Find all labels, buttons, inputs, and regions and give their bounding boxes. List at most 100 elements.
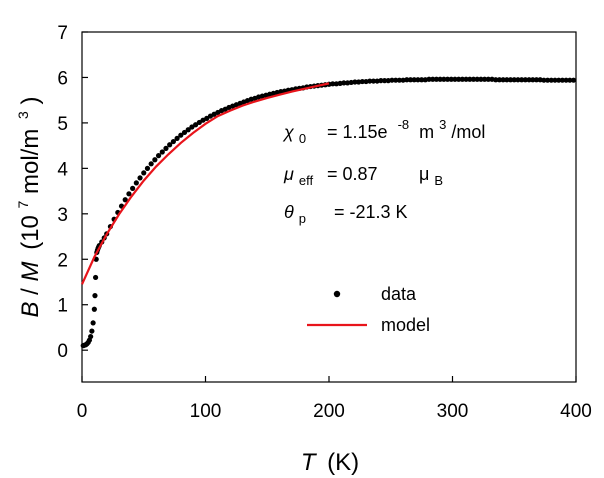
data-point	[533, 77, 540, 83]
chi-unit: m	[419, 122, 434, 142]
data-point	[474, 76, 480, 82]
data-point	[441, 76, 447, 82]
data-point	[389, 77, 395, 83]
data-point	[393, 77, 399, 83]
data-point	[122, 197, 128, 203]
data-point	[563, 77, 569, 83]
x-tick-label: 200	[313, 401, 345, 422]
data-point	[552, 77, 558, 83]
data-point	[352, 79, 358, 85]
chi-symbol: χ	[282, 122, 295, 142]
theta-value: = -21.3 K	[334, 202, 408, 222]
data-point	[90, 320, 96, 326]
data-point	[163, 145, 169, 151]
y-tick-label: 1	[57, 296, 68, 317]
data-point	[167, 142, 173, 148]
chi-annotation: χ 0 = 1.15e -8 m 3 /mol	[282, 113, 485, 147]
y-axis-unit-close: )	[17, 96, 44, 104]
data-point	[415, 77, 421, 83]
data-point	[133, 180, 139, 186]
x-axis-title: T (K)	[301, 449, 359, 476]
data-point	[130, 185, 136, 191]
data-point	[526, 77, 532, 83]
data-point	[378, 78, 384, 84]
mu-unit-sub: B	[434, 173, 443, 188]
y-tick-label: 0	[57, 341, 68, 362]
data-point	[485, 76, 491, 82]
mu-value: = 0.87	[327, 164, 378, 184]
y-axis-symbol-m: M	[17, 261, 44, 281]
data-point	[515, 77, 521, 83]
y-axis-unit-exp: 7	[15, 200, 31, 208]
data-point	[430, 76, 436, 82]
data-point	[459, 76, 465, 82]
data-point	[519, 77, 525, 83]
data-point	[155, 153, 162, 159]
x-axis-ticks: 0 100 200 300 400	[77, 376, 592, 422]
data-point	[404, 77, 410, 83]
data-point	[174, 135, 180, 141]
mu-symbol: μ	[283, 164, 294, 184]
data-point	[92, 293, 98, 299]
y-axis-unit-mid: mol/m	[17, 129, 44, 194]
data-point	[463, 76, 469, 82]
data-point	[148, 161, 154, 167]
data-point	[567, 77, 573, 83]
data-point	[141, 170, 147, 176]
data-point	[530, 77, 536, 83]
data-point	[452, 76, 458, 82]
data-point	[126, 191, 132, 197]
y-axis-slash: /	[17, 288, 44, 295]
y-tick-label: 5	[57, 114, 68, 135]
data-point	[91, 306, 97, 312]
y-axis-title: B / M (10 7 mol/m 3 )	[7, 96, 44, 317]
data-point	[359, 78, 365, 85]
x-tick-label: 400	[560, 401, 592, 422]
data-point	[500, 77, 506, 83]
data-point	[482, 76, 488, 82]
data-point	[88, 333, 94, 340]
data-point	[522, 77, 528, 83]
data-point	[407, 77, 414, 83]
x-axis-unit: (K)	[327, 449, 359, 476]
data-point	[370, 78, 377, 84]
data-point	[559, 77, 566, 83]
y-tick-label: 3	[57, 205, 68, 226]
data-point	[185, 127, 191, 133]
data-point	[152, 157, 158, 163]
y-axis-symbol-b: B	[17, 301, 44, 317]
data-point	[570, 77, 577, 83]
x-axis-symbol: T	[301, 449, 318, 476]
x-tick-label: 0	[77, 401, 88, 422]
data-point	[341, 80, 347, 86]
data-point	[444, 76, 451, 82]
data-point	[159, 149, 165, 155]
data-point	[541, 77, 547, 83]
y-axis-unit-exp2: 3	[15, 111, 31, 119]
data-point	[411, 77, 417, 83]
data-point	[419, 77, 425, 83]
data-point	[467, 76, 473, 82]
chi-unit-exp: 3	[439, 117, 446, 132]
data-point	[511, 77, 517, 83]
data-point	[548, 77, 554, 83]
y-tick-label: 4	[57, 159, 68, 180]
data-point	[470, 76, 477, 82]
data-point	[478, 76, 484, 82]
y-tick-label: 2	[57, 250, 68, 271]
mu-unit: μ	[419, 164, 429, 184]
data-point	[330, 81, 336, 87]
data-point	[437, 76, 443, 82]
y-axis-unit-open: (10	[17, 215, 44, 250]
data-point	[181, 129, 188, 136]
data-point	[426, 76, 432, 82]
theta-symbol: θ	[284, 202, 294, 222]
theta-annotation: θ p = -21.3 K	[284, 202, 408, 227]
data-point	[92, 274, 99, 281]
data-point	[496, 77, 503, 83]
mu-annotation: μ eff = 0.87 μ B	[283, 164, 443, 189]
y-tick-label: 7	[57, 23, 68, 44]
data-point	[367, 78, 373, 84]
data-point	[170, 138, 176, 145]
